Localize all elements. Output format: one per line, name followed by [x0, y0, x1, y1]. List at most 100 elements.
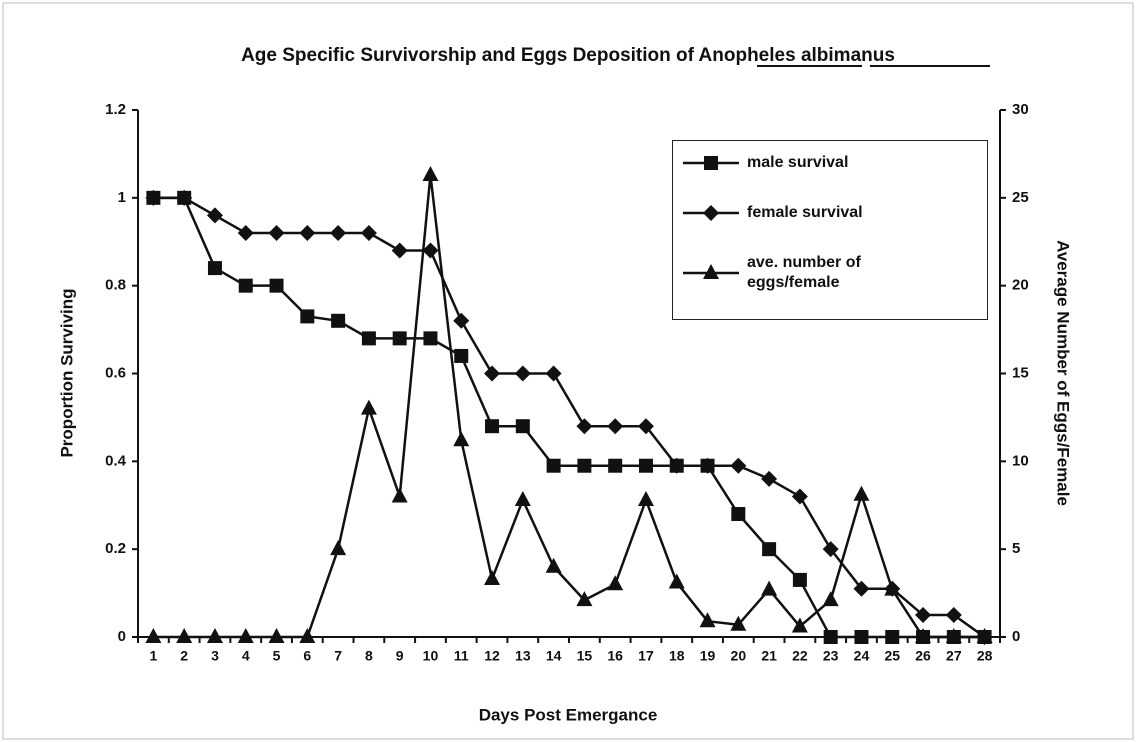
y-tick-label: 0 — [118, 628, 126, 645]
marker — [207, 261, 222, 276]
marker — [268, 224, 285, 241]
marker — [730, 457, 747, 474]
x-tick-label: 20 — [731, 648, 747, 664]
marker — [485, 419, 500, 434]
marker — [145, 189, 162, 206]
series-line — [153, 196, 985, 639]
x-tick-label: 1 — [149, 648, 157, 664]
x-tick-label: 21 — [761, 648, 777, 664]
x-tick-label: 12 — [484, 648, 500, 664]
x-tick-label: 4 — [242, 648, 250, 664]
marker — [638, 458, 653, 473]
marker — [176, 189, 193, 206]
marker — [577, 458, 592, 473]
x-tick-label: 5 — [273, 648, 281, 664]
x-tick-label: 28 — [977, 648, 993, 664]
y2-tick-label: 30 — [1012, 101, 1029, 118]
marker — [576, 591, 593, 607]
legend-label: ave. number of eggs/female — [747, 254, 861, 291]
x-tick-label: 7 — [334, 648, 342, 664]
series-line — [153, 196, 986, 639]
legend-swatch — [683, 264, 739, 279]
y-tick-label: 1 — [118, 189, 126, 206]
legend-swatch — [683, 156, 739, 170]
x-tick-label: 3 — [211, 648, 219, 664]
y2-tick-label: 5 — [1012, 540, 1020, 557]
marker — [330, 224, 347, 241]
marker — [885, 630, 900, 644]
marker — [703, 205, 719, 221]
marker — [391, 242, 408, 259]
x-tick-label: 9 — [396, 648, 404, 664]
x-tick-label: 24 — [854, 648, 870, 664]
marker — [915, 607, 932, 624]
marker — [453, 312, 470, 329]
marker — [176, 628, 193, 643]
y2-axis-label: Average Number of Eggs/Female — [1054, 240, 1073, 506]
x-tick-label: 15 — [577, 648, 593, 664]
x-tick-label: 17 — [638, 648, 654, 664]
marker — [545, 365, 562, 382]
y2-tick-label: 20 — [1012, 277, 1029, 294]
marker — [637, 418, 654, 435]
marker — [237, 224, 254, 241]
marker — [608, 458, 623, 473]
marker — [731, 507, 746, 522]
marker — [299, 628, 316, 643]
x-tick-label: 14 — [546, 648, 562, 664]
x-tick-label: 23 — [823, 648, 839, 664]
x-axis-label: Days Post Emergance — [479, 705, 658, 724]
marker — [823, 630, 838, 644]
marker — [514, 490, 531, 506]
legend-entry: ave. number of eggs/female — [681, 253, 907, 293]
x-tick-label: 10 — [423, 648, 439, 664]
marker — [206, 628, 223, 643]
marker — [422, 165, 439, 181]
marker — [268, 628, 285, 643]
marker — [607, 418, 624, 435]
marker — [238, 278, 253, 293]
marker — [484, 570, 501, 586]
x-tick-label: 27 — [946, 648, 962, 664]
x-tick-label: 16 — [607, 648, 623, 664]
marker — [360, 399, 377, 415]
y2-tick-label: 25 — [1012, 189, 1029, 206]
marker — [704, 156, 718, 170]
y-tick-label: 0.2 — [105, 540, 126, 557]
marker — [484, 365, 501, 382]
x-tick-label: 13 — [515, 648, 531, 664]
marker — [791, 617, 808, 633]
y2-tick-label: 15 — [1012, 364, 1029, 381]
x-tick-label: 8 — [365, 648, 373, 664]
marker — [269, 278, 284, 293]
marker — [545, 557, 562, 573]
marker — [822, 591, 839, 607]
marker — [361, 331, 376, 346]
marker — [699, 457, 716, 474]
marker — [762, 542, 777, 557]
marker — [791, 488, 808, 505]
marker — [761, 580, 778, 596]
legend-label: female survival — [747, 204, 863, 221]
marker — [454, 348, 469, 363]
marker — [514, 365, 531, 382]
marker — [945, 607, 962, 624]
marker — [792, 572, 807, 587]
y-tick-label: 0.4 — [105, 452, 127, 469]
y-tick-label: 0.8 — [105, 277, 126, 294]
y-axis-label: Proportion Surviving — [57, 288, 76, 457]
marker — [422, 242, 439, 259]
marker — [761, 470, 778, 487]
marker — [360, 224, 377, 241]
marker — [515, 419, 530, 434]
series-line — [153, 173, 985, 639]
legend-label: male survival — [747, 154, 849, 171]
marker — [853, 485, 870, 501]
marker — [237, 628, 254, 643]
marker — [607, 575, 624, 591]
x-tick-label: 26 — [915, 648, 931, 664]
x-tick-label: 25 — [884, 648, 900, 664]
marker — [884, 580, 901, 596]
